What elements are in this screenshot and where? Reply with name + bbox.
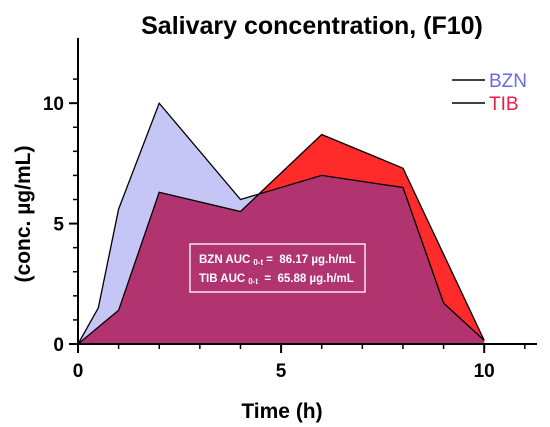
chart-title: Salivary concentration, (F10) bbox=[141, 12, 483, 40]
ticks bbox=[69, 78, 526, 353]
annotation-box bbox=[189, 243, 366, 293]
y-tick-label: 5 bbox=[53, 215, 64, 236]
bzn-line bbox=[77, 101, 485, 345]
annotation-line-bzn: BZN AUC 0-t = 86.17 µg.h/mL bbox=[199, 254, 356, 267]
legend: BZN TIB bbox=[452, 71, 527, 115]
x-tick-label: 10 bbox=[474, 361, 495, 382]
x-tick-label: 0 bbox=[73, 361, 84, 382]
y-axis-title: (conc. µg/mL) bbox=[12, 146, 35, 283]
overlap-area bbox=[78, 134, 485, 344]
legend-bzn-label: BZN bbox=[489, 71, 527, 92]
annotation-line-tib: TIB AUC 0-t = 65.88 µg.h/mL bbox=[199, 273, 354, 286]
x-tick-label: 5 bbox=[276, 361, 287, 382]
tib-line bbox=[77, 133, 485, 345]
axes bbox=[77, 38, 537, 345]
y-tick-label: 10 bbox=[43, 94, 64, 115]
y-tick-label: 0 bbox=[53, 335, 64, 356]
legend-tib-label: TIB bbox=[489, 94, 519, 115]
auc-annotation: BZN AUC 0-t = 86.17 µg.h/mL TIB AUC 0-t = … bbox=[189, 243, 366, 293]
tick-labels: 0 5 10 0 5 10 bbox=[43, 94, 495, 382]
x-axis-title: Time (h) bbox=[241, 400, 322, 423]
